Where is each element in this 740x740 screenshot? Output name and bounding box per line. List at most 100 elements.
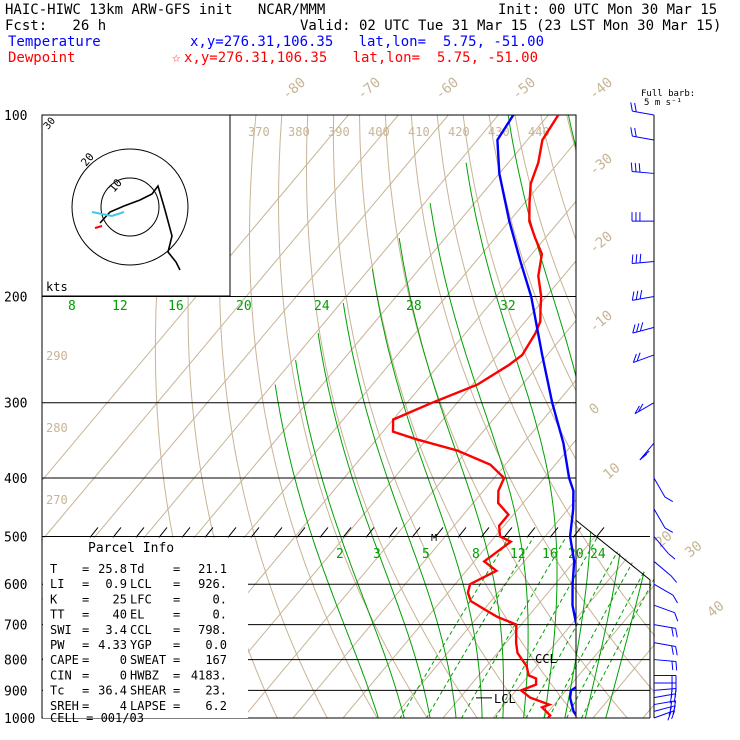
- mixing-ratio-upper-label-24: 24: [314, 299, 330, 314]
- mixing-ratio-lower-label-5: 5: [422, 547, 430, 562]
- dewpoint-trace: [391, 115, 560, 718]
- parcel-value-LFC: 0.: [213, 592, 227, 606]
- isotherm-label--50: -50: [509, 75, 539, 104]
- wind-barb-flag: [636, 323, 640, 333]
- moist-adiabat-7: [465, 162, 558, 718]
- mixing-ratio-upper-label-28: 28: [406, 299, 422, 314]
- level-hash-mark: [388, 527, 398, 538]
- isotherm-label--80: -80: [279, 75, 309, 104]
- hodograph-ring-inner: [100, 177, 160, 237]
- dewpoint-star-icon: ☆: [172, 50, 181, 66]
- level-hash-mark: [503, 527, 513, 538]
- wind-barb-flag: [630, 127, 633, 137]
- level-hash-mark: [549, 527, 559, 538]
- parcel-equals: =: [173, 638, 180, 652]
- wind-barb-staff: [653, 604, 675, 614]
- mixing-ratio-24: [574, 536, 655, 718]
- isotherm-0: [431, 115, 655, 718]
- level-hash-mark: [595, 527, 605, 538]
- level-hash-mark: [227, 527, 237, 538]
- isotherm--50: [181, 115, 655, 718]
- isotherm-30: [581, 115, 655, 718]
- parcel-value-TT: 40: [113, 608, 127, 622]
- wind-barb-flag: [664, 527, 674, 533]
- legend-temperature: Temperature: [8, 34, 101, 50]
- legend-dewpoint: Dewpoint: [8, 50, 76, 66]
- wind-barb-flag: [675, 646, 678, 656]
- dry-adiabat-270: [277, 115, 436, 718]
- isotherm-label-30: 30: [682, 538, 705, 561]
- level-hash-mark: [89, 527, 99, 538]
- hodograph-storm-motion: [94, 225, 103, 229]
- parcel-label-LAPSE: LAPSE: [130, 699, 166, 713]
- dry-adiabat-350: [488, 115, 655, 718]
- lcl-label: LCL: [494, 692, 516, 706]
- parcel-label-YGP: YGP: [130, 638, 152, 652]
- parcel-info-background: [43, 538, 248, 718]
- wind-barb-flag: [671, 661, 674, 671]
- wind-barb-flag: [637, 403, 644, 412]
- dry-adiabat-410: [643, 115, 655, 718]
- theta-label-410: 410: [408, 125, 430, 139]
- wind-barb-flag: [675, 661, 678, 671]
- dry-adiabat-380: [566, 115, 655, 718]
- hodograph-frame: [41, 114, 231, 297]
- temperature-location: x,y=276.31,106.35 lat,lon= 5.75, -51.00: [190, 34, 545, 50]
- mixing-ratio-lower-label-16: 16: [542, 547, 558, 562]
- isotherm-label--70: -70: [354, 75, 384, 104]
- mixing-ratio-16: [541, 536, 648, 718]
- parcel-label-LCL: LCL: [130, 577, 152, 591]
- wind-barb-staff: [632, 135, 655, 141]
- parcel-value-Tc: 36.4: [98, 684, 127, 698]
- moist-adiabat-8: [507, 115, 592, 718]
- wind-barb-staff: [653, 710, 675, 719]
- wind-barb-flag: [672, 594, 678, 604]
- level-hash-mark: [480, 527, 490, 538]
- wind-barb-flag: [671, 627, 674, 637]
- level-hash-mark: [572, 527, 582, 538]
- wind-barb-staff: [639, 442, 655, 461]
- parcel-label-SWI: SWI: [50, 623, 72, 637]
- wind-barb-flag: [638, 163, 641, 173]
- level-hash-mark: [204, 527, 214, 538]
- parcel-equals: =: [82, 638, 89, 652]
- parcel-value-LCL: 926.: [198, 577, 227, 591]
- isotherm-10: [481, 115, 655, 718]
- parcel-label-HWBZ: HWBZ: [130, 668, 159, 682]
- isotherm-50: [682, 115, 740, 731]
- parcel-label-Td: Td: [130, 562, 144, 576]
- parcel-value-YGP: 0.0: [205, 638, 227, 652]
- theta-side-label-280: 280: [46, 421, 68, 435]
- pressure-label-1000: 1000: [4, 712, 35, 727]
- moist-adiabat-3: [342, 302, 458, 718]
- isotherm-label--60: -60: [432, 75, 462, 104]
- parcel-value-SWEAT: 167: [205, 653, 227, 667]
- wind-barb-flag: [664, 496, 674, 503]
- barb-legend-units: 5 m s⁻¹: [644, 98, 682, 108]
- wind-barb-staff: [632, 261, 655, 264]
- diagram-frame: [41, 114, 577, 719]
- parcel-label-T: T: [50, 562, 57, 576]
- wind-barbs: Full barb:5 m s⁻¹: [630, 89, 695, 721]
- hodograph-trace: [99, 184, 181, 271]
- isotherm--100: [42, 115, 449, 718]
- parcel-value-LI: 0.9: [105, 577, 127, 591]
- parcel-label-LFC: LFC: [130, 592, 152, 606]
- isotherm-40: [631, 115, 655, 718]
- temperature-trace: [496, 115, 576, 718]
- wind-barb-flag: [635, 290, 639, 300]
- pressure-label-600: 600: [4, 578, 27, 593]
- parcel-equals: =: [173, 699, 180, 713]
- level-hash-mark: [457, 527, 467, 538]
- hodograph-units: kts: [46, 280, 68, 294]
- level-hash-mark: [319, 527, 329, 538]
- pressure-label-900: 900: [4, 684, 27, 699]
- wind-barb-flag: [642, 450, 650, 458]
- dry-adiabat-440: [722, 115, 740, 731]
- mixing-ratio-lower-label-20: 20: [568, 547, 584, 562]
- dry-adiabat-250: [218, 115, 335, 718]
- isotherm-label-40: 40: [704, 598, 727, 621]
- wind-barb-staff: [633, 354, 655, 363]
- parcel-value-SREH: 4: [120, 699, 127, 713]
